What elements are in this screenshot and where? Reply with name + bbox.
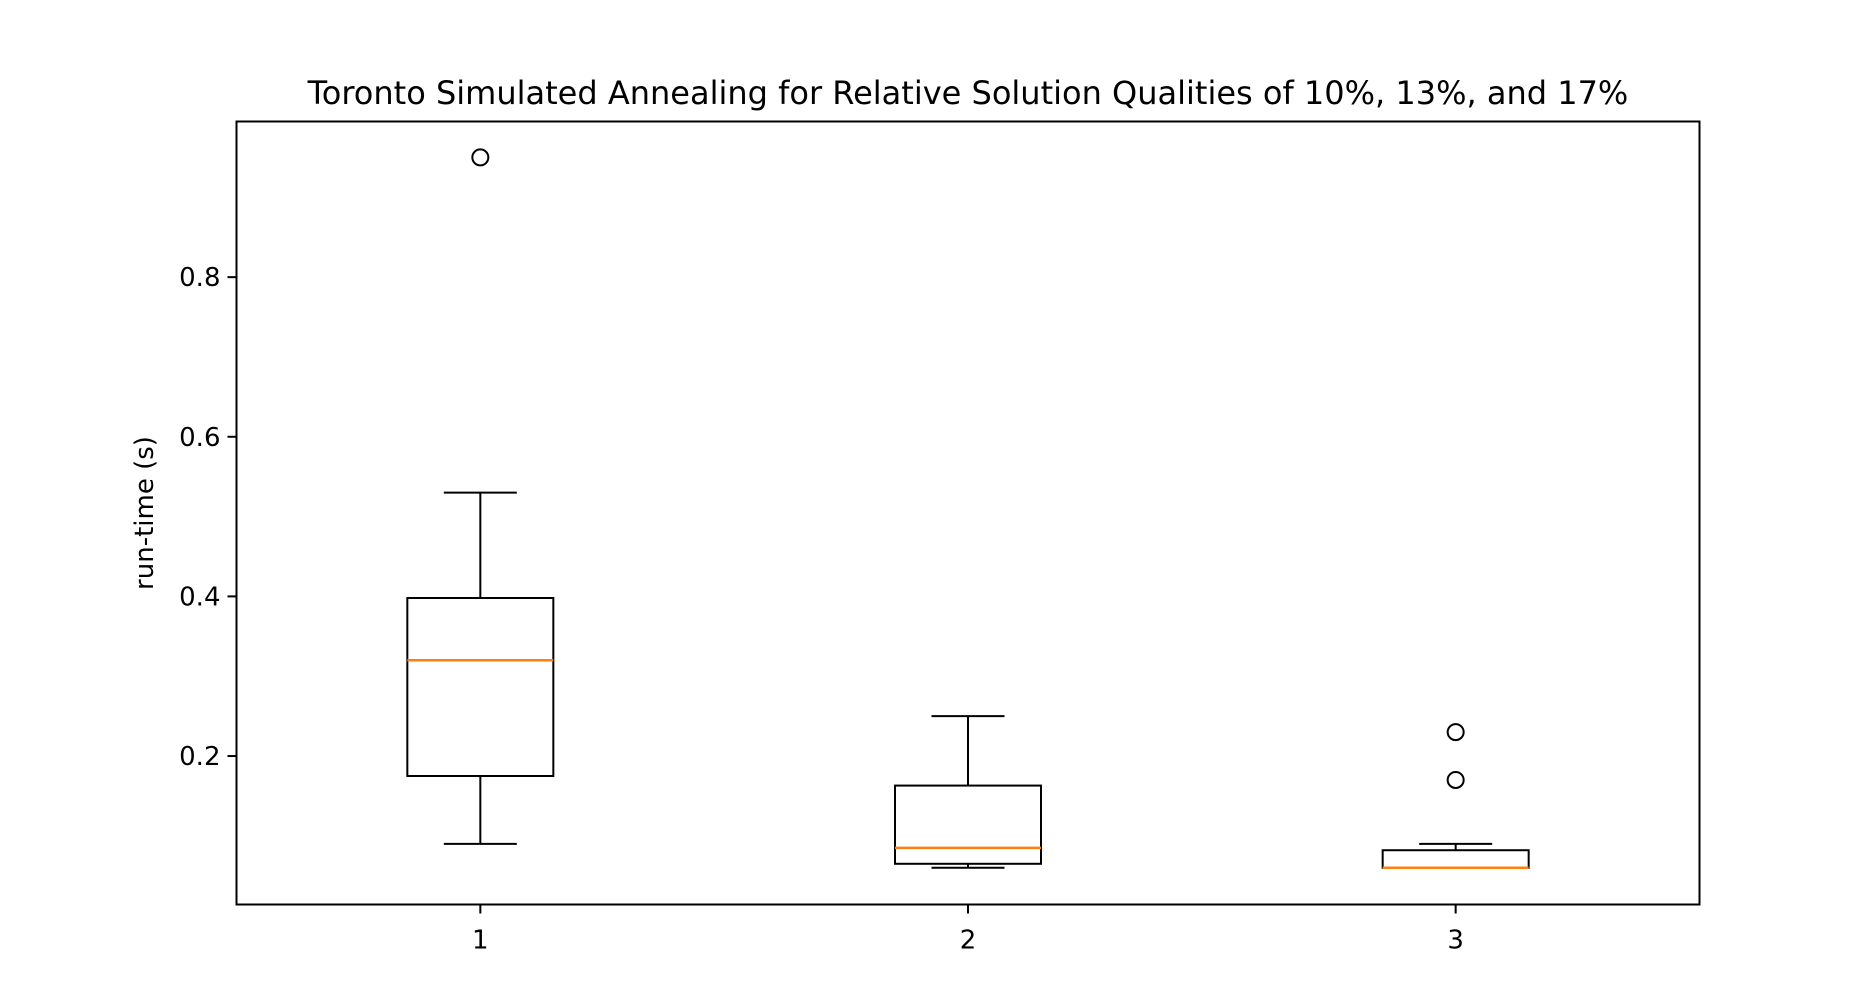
box-group-3 xyxy=(1381,723,1530,870)
box-group-1 xyxy=(406,148,555,845)
box-iqr xyxy=(406,597,555,777)
x-tick-label: 1 xyxy=(472,926,489,956)
outlier-point xyxy=(1446,723,1465,742)
chart-title: Toronto Simulated Annealing for Relative… xyxy=(307,74,1629,112)
box-iqr xyxy=(894,784,1042,865)
plot-frame xyxy=(235,120,1701,906)
y-tick-label: 0.4 xyxy=(179,582,220,612)
y-axis-label: run-time (s) xyxy=(130,436,160,590)
x-tick-label: 3 xyxy=(1447,926,1464,956)
box-group-2 xyxy=(894,715,1042,869)
x-tick-label: 2 xyxy=(960,926,977,956)
box-iqr xyxy=(1381,849,1530,869)
outlier-point xyxy=(471,148,490,167)
outlier-point xyxy=(1446,770,1465,789)
y-tick-label: 0.8 xyxy=(179,263,220,293)
plot-area: 0.2 0.4 0.6 0.8 1 2 3 xyxy=(179,148,1530,956)
y-tick-label: 0.2 xyxy=(179,742,220,772)
y-tick-label: 0.6 xyxy=(179,423,220,453)
